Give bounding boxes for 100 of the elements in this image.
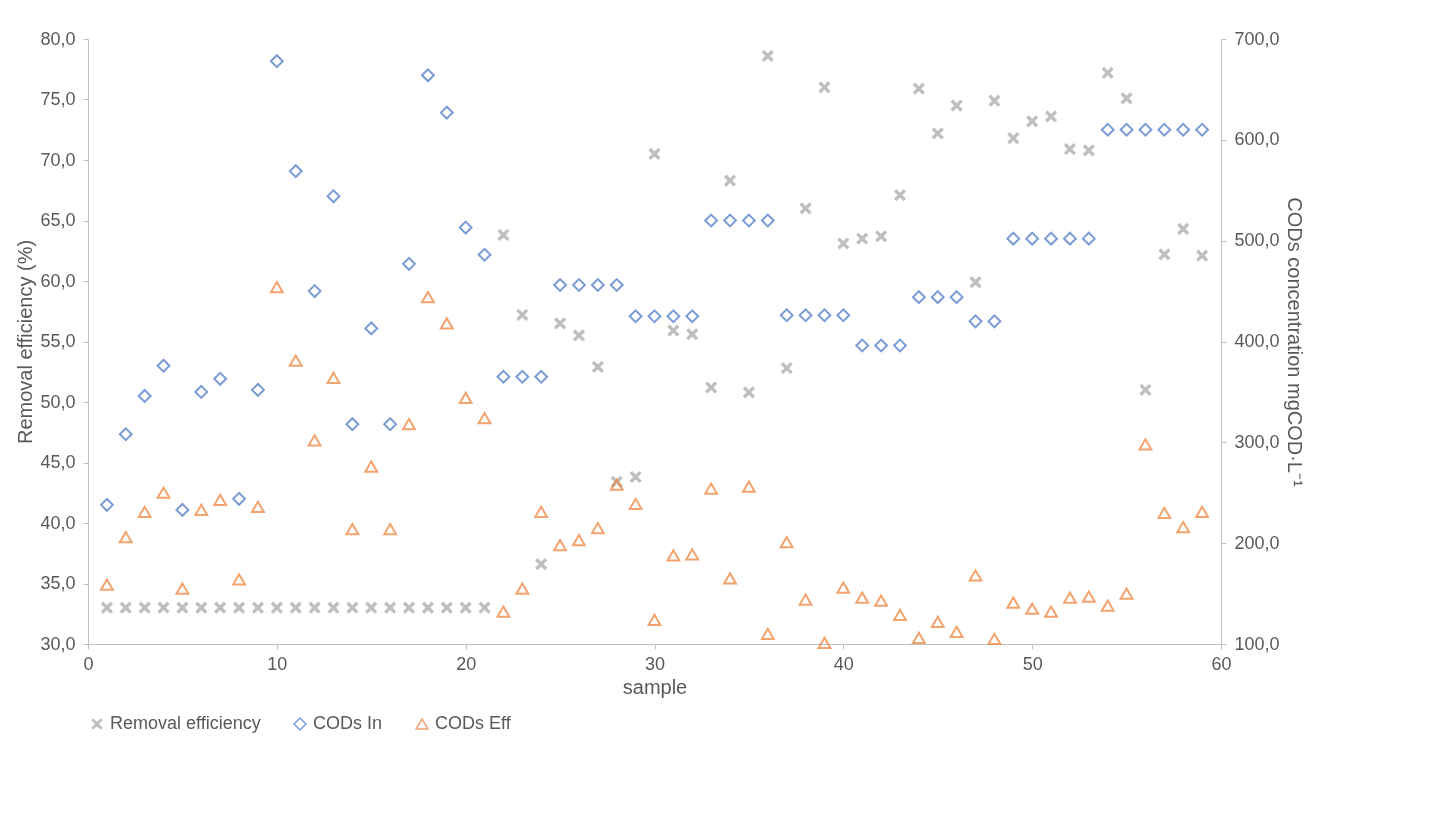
point — [1064, 143, 1076, 155]
point — [345, 417, 360, 432]
point — [403, 602, 415, 614]
point — [118, 530, 133, 544]
point — [855, 591, 870, 604]
point — [1176, 122, 1191, 137]
point — [307, 284, 322, 298]
point — [817, 308, 832, 323]
point — [459, 602, 472, 614]
y-tick-label: 75,0 — [40, 89, 76, 109]
point — [1120, 92, 1133, 104]
point — [779, 308, 794, 323]
point — [818, 81, 831, 94]
x-tick-label: 30 — [644, 653, 666, 674]
point — [609, 278, 624, 292]
point — [781, 362, 793, 374]
point — [573, 329, 585, 342]
point — [704, 213, 719, 228]
y-tick-label: 55,0 — [40, 331, 76, 351]
point — [515, 369, 530, 384]
point — [365, 602, 377, 614]
point — [439, 317, 454, 330]
y2-tick-label: 100,0 — [1234, 633, 1280, 654]
point — [402, 256, 416, 271]
point — [1157, 506, 1172, 520]
point — [590, 521, 605, 535]
y-tick-label: 50,0 — [40, 391, 76, 412]
point — [477, 412, 492, 425]
point — [326, 189, 341, 204]
point — [420, 291, 435, 304]
point — [458, 391, 473, 405]
point — [327, 602, 340, 614]
point — [326, 371, 341, 384]
point — [534, 505, 549, 519]
point — [837, 237, 850, 250]
y2-axis-title: CODs concentration mgCOD·L⁻¹ — [1283, 197, 1306, 487]
point — [949, 625, 964, 639]
y-tick-label: 35,0 — [40, 573, 76, 593]
point — [893, 338, 907, 353]
point — [647, 613, 662, 626]
point — [269, 280, 284, 294]
point — [1119, 587, 1134, 600]
x-tick-label: 10 — [267, 653, 288, 674]
point — [685, 548, 700, 561]
point — [307, 434, 322, 447]
point — [855, 338, 870, 353]
y-tick-label: 70,0 — [40, 149, 76, 170]
point — [213, 493, 228, 506]
point — [233, 602, 245, 614]
x-tick-label: 40 — [833, 653, 854, 674]
point — [704, 482, 719, 495]
point — [194, 503, 209, 517]
y-tick-label: 65,0 — [40, 210, 76, 230]
x-tick-label: 0 — [83, 653, 94, 674]
point — [1081, 231, 1096, 246]
point — [101, 602, 113, 614]
point — [99, 578, 114, 591]
point — [742, 213, 756, 228]
point — [553, 278, 567, 292]
point — [157, 602, 170, 614]
point — [251, 500, 265, 513]
point — [1195, 505, 1210, 519]
point — [798, 308, 813, 323]
point — [1119, 122, 1134, 137]
point — [723, 213, 737, 228]
point — [1025, 602, 1040, 615]
point — [894, 189, 906, 201]
point — [1177, 223, 1189, 235]
point — [496, 369, 511, 384]
y-tick-label: 45,0 — [40, 452, 76, 472]
point — [1081, 590, 1096, 603]
point — [439, 105, 454, 120]
point — [874, 594, 889, 607]
point — [515, 582, 530, 595]
y2-tick-label: 600,0 — [1234, 129, 1280, 150]
point — [1044, 231, 1058, 246]
point — [1157, 122, 1172, 137]
point — [705, 381, 717, 394]
point — [195, 602, 207, 614]
point — [478, 602, 491, 614]
point — [175, 582, 190, 595]
point — [628, 309, 643, 324]
point — [384, 602, 396, 614]
point — [308, 602, 321, 614]
point — [911, 631, 926, 645]
legend-label: CODs In — [313, 713, 383, 733]
legend-label: CODs Eff — [435, 713, 512, 733]
point — [760, 627, 775, 641]
point — [120, 602, 132, 614]
point — [1158, 248, 1171, 261]
point — [969, 276, 982, 288]
point — [572, 534, 586, 547]
point — [346, 602, 359, 614]
point — [856, 232, 868, 245]
point — [534, 369, 549, 384]
point — [1102, 67, 1114, 79]
point — [628, 497, 643, 510]
y2-tick-label: 200,0 — [1234, 532, 1280, 553]
point — [1138, 122, 1153, 137]
point — [667, 324, 680, 337]
